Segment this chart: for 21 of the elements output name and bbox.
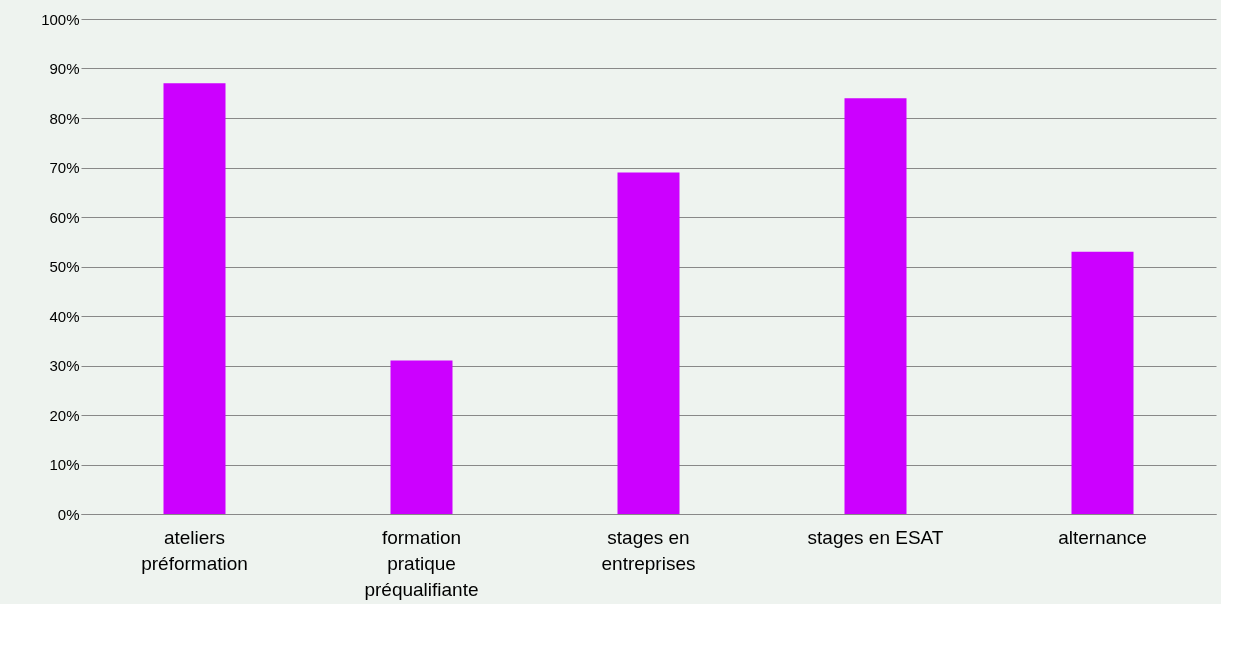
bar xyxy=(844,98,907,514)
y-tick-label: 0% xyxy=(57,505,80,523)
bar xyxy=(163,83,226,514)
y-tick-label: 10% xyxy=(49,456,80,473)
y-tick-label: 80% xyxy=(49,109,80,127)
y-tick-label: 30% xyxy=(49,357,80,374)
bar xyxy=(1071,251,1134,514)
y-tick-label: 50% xyxy=(49,258,80,275)
y-tick-label: 90% xyxy=(49,60,80,77)
y-tick-label: 40% xyxy=(49,307,80,325)
y-tick-label: 20% xyxy=(49,406,80,424)
x-tick-label: stages en ESAT xyxy=(807,526,944,548)
bar xyxy=(617,172,680,514)
x-tick-label: formation pratique préqualifiante xyxy=(364,526,479,600)
bar xyxy=(390,360,453,514)
x-tick-label: alternance xyxy=(1058,526,1147,548)
y-tick-label: 70% xyxy=(49,159,80,176)
y-tick-label: 100% xyxy=(41,10,80,28)
x-tick-label: ateliers préformation xyxy=(141,526,248,574)
x-tick-label: stages en entreprises xyxy=(601,526,696,574)
y-tick-label: 60% xyxy=(49,208,80,226)
